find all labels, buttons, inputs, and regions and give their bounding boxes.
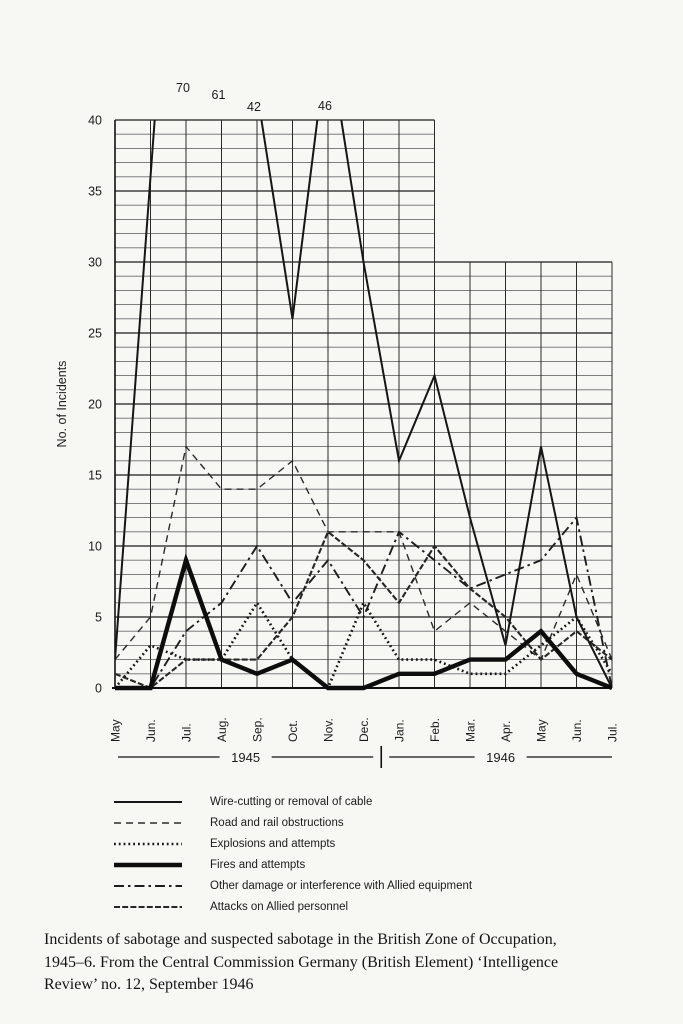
year-axis: 1945 1946	[118, 746, 612, 768]
peak-annotation: 46	[318, 99, 332, 113]
x-tick-label: Jun.	[570, 719, 584, 742]
year-label: 1946	[486, 750, 515, 765]
x-tick-label: Jul.	[180, 723, 194, 742]
legend-label: Road and rail obstructions	[210, 816, 344, 829]
y-tick-label: 0	[95, 682, 102, 696]
series-lines	[115, 120, 612, 691]
x-tick-label: Nov.	[322, 718, 336, 742]
y-tick-label: 35	[88, 185, 102, 199]
x-tick-label: Jun.	[144, 719, 158, 742]
caption-line: Incidents of sabotage and suspected sabo…	[44, 931, 557, 948]
x-tick-label: Aug.	[215, 717, 229, 742]
legend-line-sample	[114, 862, 182, 867]
y-axis-title: No. of Incidents	[55, 361, 69, 448]
legend-line-sample	[114, 842, 182, 845]
peak-annotation: 42	[247, 100, 261, 114]
legend-label: Other damage or interference with Allied…	[210, 879, 473, 892]
y-tick-label: 20	[88, 398, 102, 412]
legend-item: Explosions and attempts	[112, 833, 472, 854]
x-tick-label: Feb.	[428, 718, 442, 742]
series-line-attacks	[115, 530, 612, 690]
legend-label: Attacks on Allied personnel	[210, 900, 349, 913]
caption: Incidents of sabotage and suspected sabo…	[44, 929, 654, 997]
legend-item: Wire-cutting or removal of cable	[112, 791, 472, 812]
x-tick-label: Oct.	[286, 720, 300, 742]
grid	[112, 119, 613, 689]
legend-label: Explosions and attempts	[210, 837, 336, 850]
x-tick-label: Mar.	[464, 719, 478, 742]
series-line-wire-cutting	[115, 120, 612, 689]
year-label: 1945	[231, 750, 260, 765]
y-tick-label: 10	[88, 540, 102, 554]
peak-annotation: 61	[212, 88, 226, 102]
series-line-road-rail	[115, 445, 612, 661]
legend-line-sample	[114, 884, 182, 887]
x-tick-label: May	[535, 719, 549, 742]
x-tick-label: Dec.	[357, 717, 371, 742]
chart-legend: Wire-cutting or removal of cable Road an…	[112, 791, 472, 917]
legend-line-sample	[114, 800, 182, 803]
legend-label: Fires and attempts	[210, 858, 306, 871]
y-axis: 0 5 10 15 20 25 30 35 40 No. of Incidents	[55, 114, 102, 696]
x-tick-label: Sep.	[251, 717, 265, 742]
y-tick-label: 15	[88, 469, 102, 483]
series-line-fires	[115, 552, 612, 691]
caption-line: 1945–6. From the Central Commission Germ…	[44, 953, 559, 971]
x-tick-label: May	[109, 719, 123, 742]
y-tick-label: 30	[88, 256, 102, 270]
legend-label: Wire-cutting or removal of cable	[210, 795, 373, 808]
legend-item: Other damage or interference with Allied…	[112, 875, 472, 896]
caption-line: Review’ no. 12, September 1946	[44, 976, 254, 993]
legend-item: Fires and attempts	[112, 854, 472, 875]
x-tick-label: Jan.	[393, 719, 407, 742]
peak-annotations: 70 61 42 46	[176, 81, 332, 114]
y-tick-label: 40	[88, 114, 102, 128]
peak-annotation: 70	[176, 81, 190, 95]
legend-line-sample	[114, 905, 182, 908]
x-axis: May Jun. Jul. Aug. Sep. Oct. Nov. Dec. Jan. Feb. M…	[109, 717, 620, 742]
x-tick-label: Jul.	[606, 723, 620, 742]
series-line-other-damage	[115, 515, 612, 689]
legend-item: Attacks on Allied personnel	[112, 896, 472, 917]
legend-line-sample	[114, 821, 182, 824]
x-tick-label: Apr.	[499, 721, 513, 742]
y-tick-label: 25	[88, 327, 102, 341]
y-tick-label: 5	[95, 611, 102, 625]
legend-item: Road and rail obstructions	[112, 812, 472, 833]
